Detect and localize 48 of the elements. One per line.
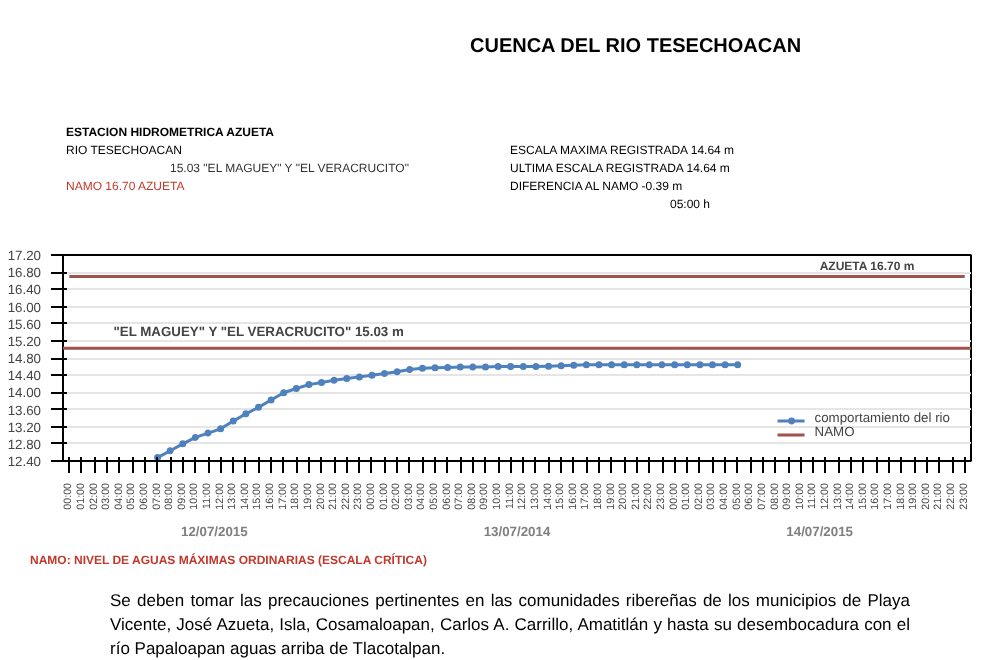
point (280, 389, 288, 397)
point (217, 425, 225, 433)
point (481, 363, 489, 371)
point (683, 361, 691, 369)
point (418, 364, 426, 372)
point (305, 381, 313, 389)
point (368, 371, 376, 379)
point (393, 368, 401, 376)
point (696, 361, 704, 369)
point (532, 363, 540, 371)
point (570, 361, 578, 369)
point (734, 361, 742, 369)
point (444, 363, 452, 371)
point (507, 363, 515, 371)
point (267, 396, 275, 404)
point (608, 361, 616, 369)
point (469, 363, 477, 371)
point (254, 403, 262, 411)
point (545, 362, 553, 370)
point (557, 362, 565, 370)
point (229, 417, 237, 425)
point (242, 410, 250, 418)
point (431, 364, 439, 372)
text: Se deben tomar las precauciones pertinentes en las comunidades ribereñas de los municipios de Playa Vicente, José Azueta, Isla, Cosamaloapan, Carlos A. Carrillo, Amatitlán y hasta su desembocadura con el río Papaloapan aguas arriba de Tlacotalpan. (110, 587, 910, 660)
point (658, 361, 666, 369)
point (343, 375, 351, 383)
point (721, 361, 729, 369)
point (645, 361, 653, 369)
point (318, 378, 326, 386)
point (595, 361, 603, 369)
point (406, 366, 414, 374)
point (355, 373, 363, 381)
point (381, 369, 389, 377)
point (633, 361, 641, 369)
chart-title: CUENCA DEL RIO TESECHOACAN (470, 34, 802, 62)
point (179, 440, 187, 448)
point (204, 429, 212, 437)
point (620, 361, 628, 369)
point (166, 447, 174, 455)
point (494, 363, 502, 371)
point (456, 363, 464, 371)
point (191, 433, 199, 441)
point (671, 361, 679, 369)
point (708, 361, 716, 369)
point (582, 361, 590, 369)
point (292, 384, 300, 392)
point (519, 363, 527, 371)
point (330, 376, 338, 384)
